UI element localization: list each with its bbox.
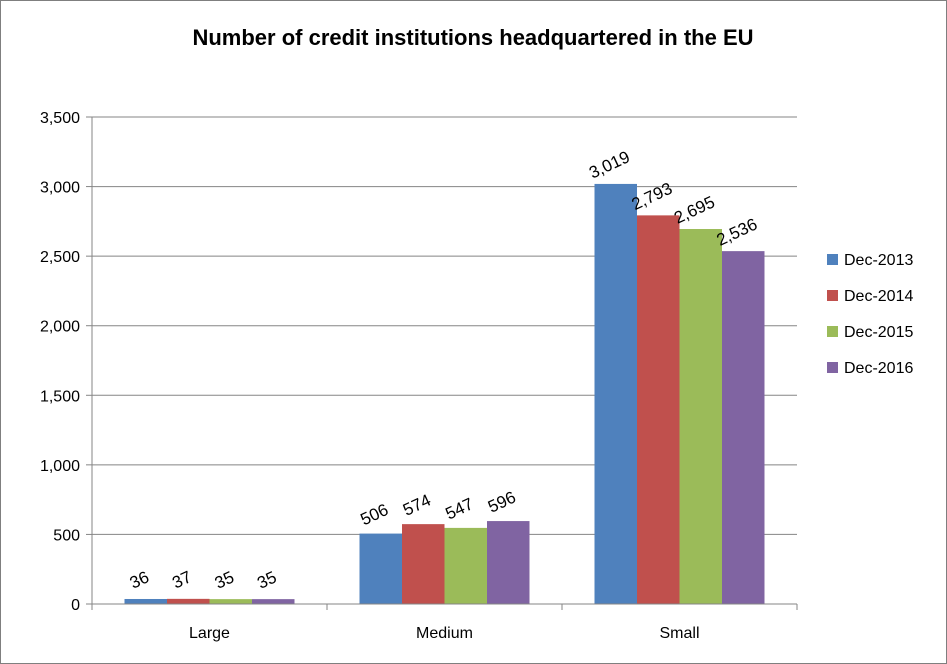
x-tick-label: Small xyxy=(659,625,699,642)
axes: 0 500 1,000 1,500 2,000 2,500 3,000 3,500 Large M… xyxy=(40,110,798,642)
bars xyxy=(124,183,765,604)
gridlines xyxy=(92,116,797,535)
legend-swatch xyxy=(827,362,838,373)
legend-label: Dec-2015 xyxy=(844,324,913,341)
legend: Dec-2013 Dec-2014 Dec-2015 Dec-2016 xyxy=(827,252,913,377)
data-label: 506 xyxy=(358,500,392,529)
data-label: 547 xyxy=(443,494,477,523)
x-tick-label: Large xyxy=(189,625,230,642)
bar xyxy=(722,251,765,604)
bar xyxy=(402,524,445,604)
y-tick-label: 1,500 xyxy=(40,388,80,405)
bar xyxy=(679,229,722,604)
bar xyxy=(167,598,210,604)
bar xyxy=(359,533,402,604)
chart-title: Number of credit institutions headquarte… xyxy=(192,25,753,50)
bar xyxy=(209,599,252,604)
y-tick-label: 3,000 xyxy=(40,180,80,197)
data-label: 2,695 xyxy=(671,192,718,227)
y-tick-label: 2,500 xyxy=(40,249,80,266)
data-label: 2,536 xyxy=(714,215,761,250)
data-label: 36 xyxy=(127,567,152,592)
legend-swatch xyxy=(827,254,838,265)
data-label: 3,019 xyxy=(586,147,633,182)
data-label: 596 xyxy=(485,487,519,516)
legend-label: Dec-2014 xyxy=(844,288,913,305)
bar xyxy=(252,599,295,604)
legend-swatch xyxy=(827,326,838,337)
y-tick-label: 2,000 xyxy=(40,319,80,336)
legend-label: Dec-2016 xyxy=(844,360,913,377)
bar xyxy=(637,215,680,604)
data-label: 37 xyxy=(169,567,194,592)
data-label: 35 xyxy=(212,568,237,593)
bar xyxy=(487,521,530,604)
y-tick-label: 0 xyxy=(71,597,80,614)
legend-swatch xyxy=(827,290,838,301)
y-tick-label: 500 xyxy=(53,527,80,544)
bar xyxy=(124,598,167,604)
x-tick-label: Medium xyxy=(416,625,473,642)
y-tick-label: 3,500 xyxy=(40,110,80,127)
data-label: 35 xyxy=(254,568,279,593)
bar xyxy=(594,183,637,604)
data-label: 574 xyxy=(400,491,434,520)
y-tick-label: 1,000 xyxy=(40,458,80,475)
bar xyxy=(444,527,487,604)
legend-label: Dec-2013 xyxy=(844,252,913,269)
